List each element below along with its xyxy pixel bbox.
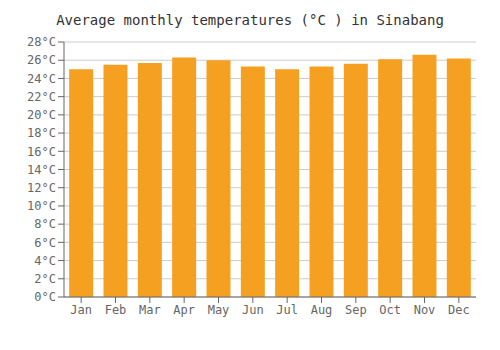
svg-text:14°C: 14°C	[27, 163, 56, 177]
svg-text:Jun: Jun	[242, 303, 264, 317]
svg-text:12°C: 12°C	[27, 181, 56, 195]
svg-text:Feb: Feb	[105, 303, 127, 317]
svg-text:24°C: 24°C	[27, 72, 56, 86]
svg-text:8°C: 8°C	[34, 217, 56, 231]
svg-text:Oct: Oct	[379, 303, 401, 317]
svg-text:16°C: 16°C	[27, 145, 56, 159]
svg-text:4°C: 4°C	[34, 254, 56, 268]
svg-text:18°C: 18°C	[27, 126, 56, 140]
svg-text:May: May	[208, 303, 230, 317]
svg-text:Sep: Sep	[345, 303, 367, 317]
svg-text:2°C: 2°C	[34, 272, 56, 286]
svg-text:Jan: Jan	[70, 303, 92, 317]
svg-text:6°C: 6°C	[34, 236, 56, 250]
svg-text:22°C: 22°C	[27, 90, 56, 104]
svg-text:0°C: 0°C	[34, 290, 56, 304]
svg-text:20°C: 20°C	[27, 108, 56, 122]
svg-text:Apr: Apr	[173, 303, 195, 317]
svg-text:Aug: Aug	[311, 303, 333, 317]
html-text:Average monthly temperatures (: Average monthly temperatures (°C ) in Si…	[56, 12, 444, 28]
svg-text:28°C: 28°C	[27, 35, 56, 49]
svg-text:Jul: Jul	[276, 303, 298, 317]
svg-text:26°C: 26°C	[27, 53, 56, 67]
svg-text:Mar: Mar	[139, 303, 161, 317]
svg-text:Dec: Dec	[448, 303, 470, 317]
svg-text:Nov: Nov	[414, 303, 436, 317]
svg-text:10°C: 10°C	[27, 199, 56, 213]
